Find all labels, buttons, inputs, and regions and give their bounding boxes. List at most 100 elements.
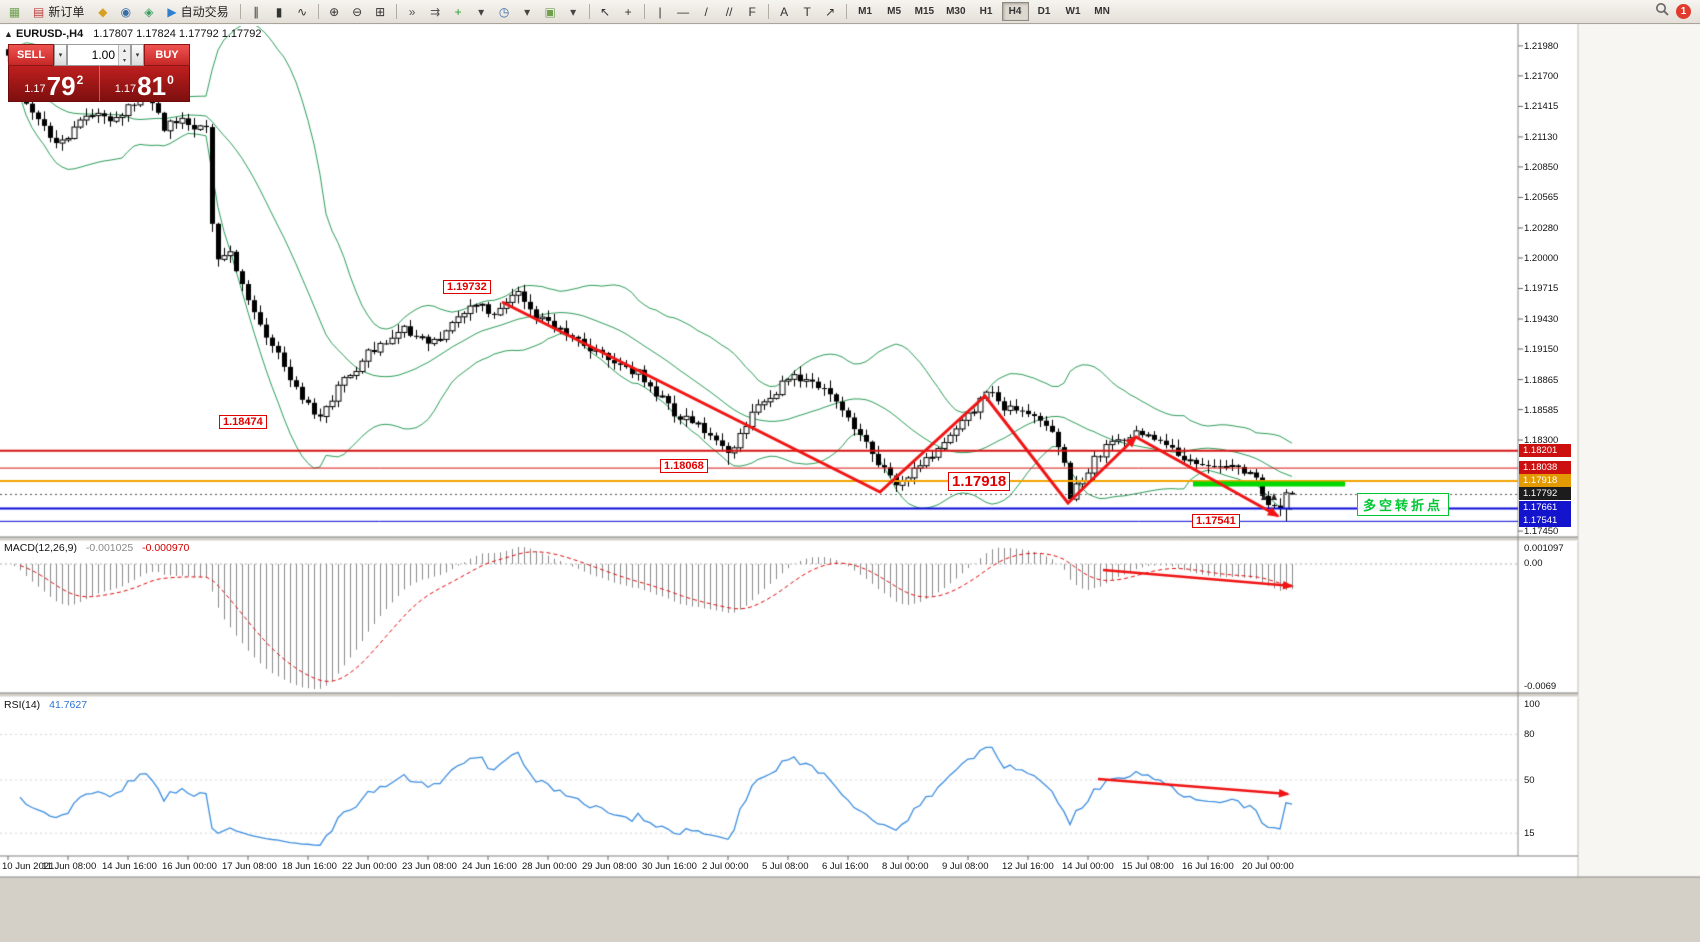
templates-caret-icon[interactable]: ▾ [563, 1, 584, 23]
price-tick: 1.19715 [1524, 283, 1559, 295]
chart-window-icon[interactable]: ▦ [4, 1, 25, 23]
fibonacci-icon[interactable]: F [742, 1, 763, 23]
timeframe-w1[interactable]: W1 [1065, 6, 1081, 17]
horizontal-line-icon[interactable]: — [673, 1, 694, 23]
price-callout[interactable]: 1.18068 [660, 459, 708, 473]
price-tick: 1.20850 [1524, 161, 1559, 173]
sell-options-caret-icon[interactable]: ▾ [54, 44, 67, 66]
search-icon[interactable] [1655, 2, 1669, 21]
sell-button[interactable]: SELL [8, 44, 54, 66]
new-order-button[interactable]: ▤ 新订单 [27, 1, 90, 23]
chart-ohlc: 1.17807 1.17824 1.17792 1.17792 [93, 28, 262, 40]
buy-price-prefix: 1.17 [114, 83, 137, 95]
time-label: 18 Jun 16:00 [282, 861, 337, 872]
crosshair-icon[interactable]: + [618, 1, 639, 23]
templates-icon[interactable]: ▣ [540, 1, 561, 23]
price-callout[interactable]: 1.18474 [219, 415, 267, 429]
price-callout[interactable]: 1.19732 [443, 280, 491, 294]
channel-icon[interactable]: // [719, 1, 740, 23]
line-chart-icon[interactable]: ∿ [292, 1, 313, 23]
chart-symbol-period: EURUSD-,H4 [16, 28, 84, 40]
price-badge: 1.17792 [1519, 487, 1571, 501]
one-click-toggle-icon[interactable]: ▲ [4, 29, 13, 39]
periods-icon[interactable]: ◷ [494, 1, 515, 23]
macd-title: MACD(12,26,9) -0.001025 -0.000970 [4, 542, 189, 554]
channel-icon: // [725, 4, 733, 19]
macd-axis-label: 0.001097 [1524, 543, 1564, 554]
timeframe-h1[interactable]: H1 [979, 6, 993, 17]
lot-spin-down-icon[interactable]: ▾ [119, 55, 130, 65]
toolbar-separator [239, 4, 241, 19]
lot-size-input[interactable]: 1.00 ▴ ▾ [67, 44, 131, 66]
price-tick: 1.18865 [1524, 374, 1559, 386]
price-tick: 1.21700 [1524, 70, 1559, 82]
templates-caret-icon: ▾ [570, 4, 577, 19]
sell-price-prefix: 1.17 [24, 83, 46, 95]
buy-price-superscript: 0 [167, 73, 174, 87]
lot-spinner[interactable]: ▴ ▾ [118, 45, 130, 65]
chart-profiles-icon[interactable]: ◆ [92, 1, 113, 23]
zoom-in-icon[interactable]: ⊕ [324, 1, 345, 23]
rsi-value: 41.7627 [49, 699, 88, 711]
price-tick: 1.21130 [1524, 131, 1558, 143]
tile-windows-icon: ⊞ [375, 4, 386, 19]
timeframe-m15[interactable]: M15 [914, 6, 935, 17]
indicators-caret-icon[interactable]: ▾ [471, 1, 492, 23]
buy-button[interactable]: BUY [144, 44, 190, 66]
lot-size-value: 1.00 [91, 48, 115, 62]
time-label: 6 Jul 16:00 [822, 861, 869, 872]
chart-shift-icon[interactable]: ⇉ [425, 1, 446, 23]
auto-scroll-icon[interactable]: » [402, 1, 423, 23]
indicators-icon[interactable]: + [448, 1, 469, 23]
macd-name: MACD(12,26,9) [4, 542, 77, 554]
market-watch-icon[interactable]: ◉ [115, 1, 136, 23]
time-label: 17 Jun 08:00 [222, 861, 277, 872]
rsi-axis-label: 80 [1524, 729, 1535, 741]
timeframe-mn[interactable]: MN [1094, 6, 1110, 17]
bar-chart-icon[interactable]: ∥ [246, 1, 267, 23]
price-badge: 1.18201 [1519, 443, 1571, 457]
toolbar-right: 1 [1655, 2, 1697, 21]
time-label: 15 Jul 08:00 [1122, 861, 1174, 872]
rsi-axis-label: 100 [1524, 699, 1540, 710]
timeframe-d1[interactable]: D1 [1037, 6, 1051, 17]
buy-options-caret-icon[interactable]: ▾ [131, 44, 144, 66]
time-label: 22 Jun 00:00 [342, 861, 397, 872]
price-callout[interactable]: 1.17918 [948, 472, 1011, 491]
turning-point-note[interactable]: 多空转折点 [1357, 493, 1450, 516]
toolbar: ▦ ▤ 新订单 ◆ ◉ ◈ ▶ 自动交易 ∥ ▮ ∿ ⊕ ⊖ ⊞» ⇉ + ▾ ◷ ▾ ▣ ▾ ↖ + | — ///F A T ↗ M1… [0, 0, 1700, 24]
timeframe-m30[interactable]: M30 [946, 6, 966, 17]
arrow-objects-icon[interactable]: ↗ [820, 1, 841, 23]
label-icon[interactable]: T [797, 1, 818, 23]
trendline-icon[interactable]: / [696, 1, 717, 23]
price-tick: 1.20000 [1524, 252, 1559, 264]
periods-caret-icon[interactable]: ▾ [517, 1, 538, 23]
zoom-out-icon[interactable]: ⊖ [347, 1, 368, 23]
candlestick-chart-icon[interactable]: ▮ [269, 1, 290, 23]
timeframe-m1[interactable]: M1 [858, 6, 873, 17]
chart-profiles-icon: ◆ [98, 4, 108, 19]
cursor-icon[interactable]: ↖ [595, 1, 616, 23]
sell-price-superscript: 2 [76, 73, 84, 87]
vertical-line-icon[interactable]: | [650, 1, 671, 23]
timeframe-h4[interactable]: H4 [1001, 2, 1029, 21]
time-label: 30 Jun 16:00 [642, 861, 697, 872]
text-icon[interactable]: A [774, 1, 795, 23]
rsi-title: RSI(14) 41.7627 [4, 699, 87, 711]
lot-spin-up-icon[interactable]: ▴ [119, 45, 130, 55]
sell-price-panel[interactable]: 1.17 79 2 [9, 66, 99, 101]
timeframe-m5[interactable]: M5 [887, 6, 902, 17]
new-order-icon: ▤ [33, 4, 45, 19]
tile-windows-icon[interactable]: ⊞ [370, 1, 391, 23]
toolbar-separator [395, 4, 397, 19]
price-callout[interactable]: 1.17541 [1192, 514, 1240, 528]
chart-title: EURUSD-,H4 1.17807 1.17824 1.17792 1.177… [16, 28, 262, 40]
data-window-icon[interactable]: ◈ [138, 1, 159, 23]
time-label: 10 Jun 2021 [2, 861, 55, 872]
time-label: 8 Jul 00:00 [882, 861, 929, 872]
notification-badge[interactable]: 1 [1676, 4, 1691, 19]
buy-price-panel[interactable]: 1.17 81 0 [98, 66, 190, 101]
autotrade-button[interactable]: ▶ 自动交易 [161, 1, 234, 23]
